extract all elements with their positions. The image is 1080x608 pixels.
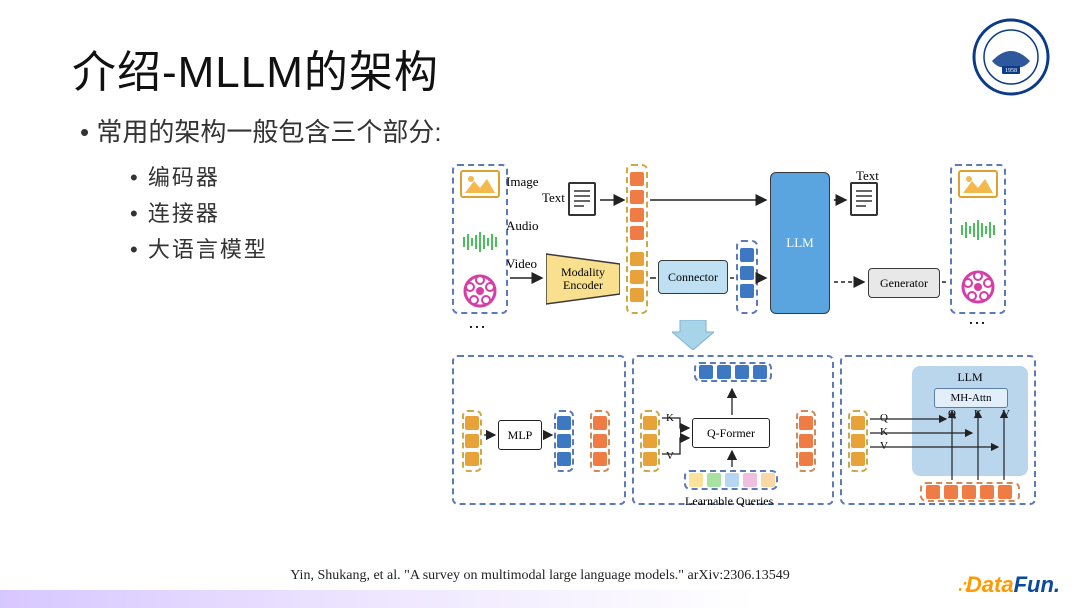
svg-text:1958: 1958: [1005, 68, 1017, 74]
out-video-icon: [961, 270, 995, 304]
mh-arrows: [840, 355, 1036, 510]
big-down-arrow: [672, 320, 714, 350]
bullet-connector: 连接器: [130, 196, 220, 228]
slide-title: 介绍-MLLM的架构: [72, 36, 439, 100]
qf-arrows: [632, 355, 834, 510]
modality-l1: Modality: [561, 265, 605, 279]
architecture-diagram: Image Audio Video … Text Modality Encode…: [450, 160, 1050, 530]
text-doc-icon: [568, 182, 596, 216]
modality-encoder: Modality Encoder: [546, 250, 620, 308]
mlp-arrows: [452, 355, 626, 505]
bullet-llm: 大语言模型: [130, 232, 268, 264]
video-icon: [463, 274, 497, 308]
label-image: Image: [506, 174, 538, 190]
subtitle: 常用的架构一般包含三个部分:: [80, 112, 442, 149]
label-audio: Audio: [506, 218, 539, 234]
text-doc-out-icon: [850, 182, 878, 216]
out-image-icon: [958, 170, 998, 198]
bullet-encoder: 编码器: [130, 160, 220, 192]
out-audio-icon: [956, 220, 1000, 240]
outputs-dots: …: [968, 308, 986, 329]
label-text-l: Text: [542, 190, 565, 206]
image-icon: [460, 170, 500, 198]
label-video: Video: [506, 256, 537, 272]
university-logo: 1958: [972, 18, 1050, 101]
connector-block: Connector: [658, 260, 728, 294]
generator-block: Generator: [868, 268, 940, 298]
modality-l2: Encoder: [563, 278, 603, 292]
llm-block: LLM: [770, 172, 830, 314]
citation: Yin, Shukang, et al. "A survey on multim…: [0, 568, 1080, 584]
audio-icon: [458, 232, 502, 252]
inputs-dots: …: [468, 312, 486, 333]
datafun-logo: ∴DataFun.: [958, 572, 1060, 598]
